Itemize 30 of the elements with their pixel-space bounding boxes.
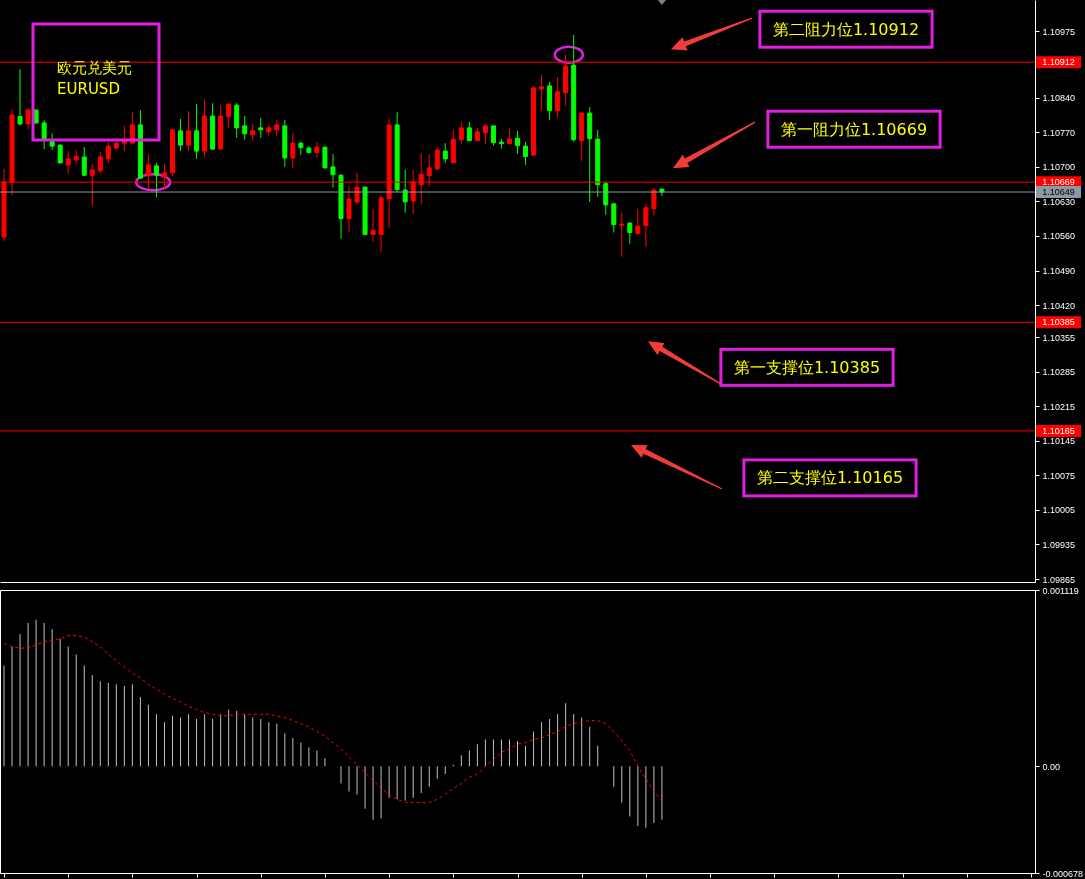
ref-line-label: 1.10165 — [1042, 425, 1075, 436]
y-tick-label: 0.001119 — [1042, 585, 1079, 596]
y-tick-label: -0.000678 — [1042, 868, 1084, 879]
y-tick-label: 1.10630 — [1042, 196, 1076, 207]
ref-line-label: 1.10912 — [1042, 57, 1075, 68]
y-tick-label: 1.10560 — [1042, 231, 1076, 242]
ref-line-label: 1.10669 — [1042, 177, 1075, 188]
y-tick-label: 1.09865 — [1042, 574, 1076, 585]
ref-line-label: 1.10649 — [1042, 187, 1075, 198]
y-tick-label: 1.10700 — [1042, 162, 1076, 173]
y-tick-label: 1.10005 — [1042, 505, 1076, 516]
annotation: 第二支撑位1.10165 — [756, 468, 904, 488]
y-tick-label: 1.10840 — [1042, 93, 1076, 104]
y-tick-label: 1.10770 — [1042, 127, 1076, 138]
y-tick-label: 1.10285 — [1042, 367, 1076, 378]
y-tick-label: 1.10355 — [1042, 332, 1076, 343]
annotation: 第一支撑位1.10385 — [733, 357, 881, 377]
y-tick-label: 0.00 — [1042, 761, 1061, 772]
y-tick-label: 1.10145 — [1042, 436, 1076, 447]
annotation: 第二阻力位1.10912 — [772, 19, 920, 39]
annotation: 第一阻力位1.10669 — [780, 119, 928, 139]
y-tick-label: 1.10420 — [1042, 300, 1076, 311]
ref-line-label: 1.10385 — [1042, 317, 1075, 328]
y-tick-label: 1.10490 — [1042, 266, 1076, 277]
y-tick-label: 1.10975 — [1042, 26, 1076, 37]
y-tick-label: 1.10215 — [1042, 401, 1076, 412]
text: 欧元兑美元 — [57, 59, 132, 77]
text: EURUSD — [57, 80, 120, 98]
y-tick-label: 1.10075 — [1042, 470, 1076, 481]
y-tick-label: 1.09935 — [1042, 539, 1076, 550]
